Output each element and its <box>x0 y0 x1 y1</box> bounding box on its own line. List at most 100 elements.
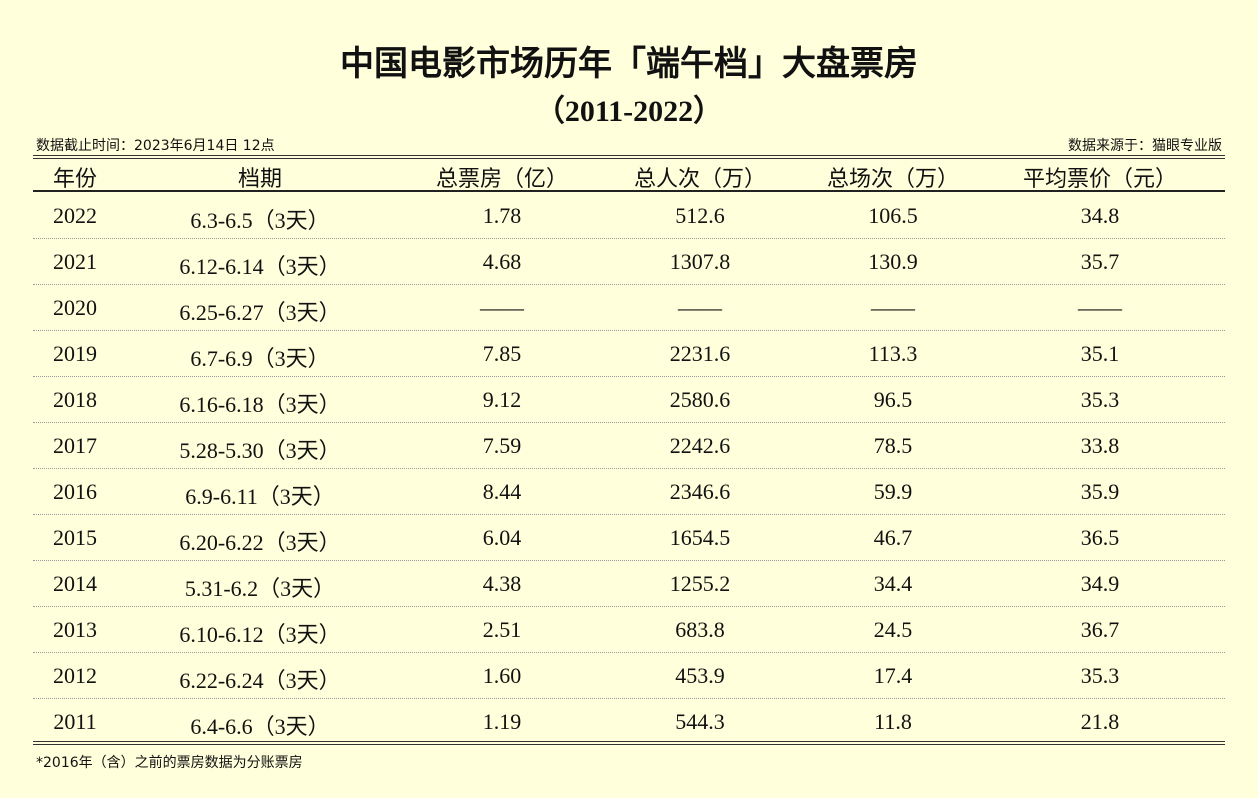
cell: 4.68 <box>482 249 522 274</box>
source: 数据来源于：猫眼专业版 <box>1068 138 1222 154</box>
cell: 1654.5 <box>669 525 731 550</box>
cell: 35.9 <box>1080 479 1120 504</box>
cell: 35.3 <box>1080 663 1120 688</box>
cell: 5.31-6.2（3天） <box>184 576 336 601</box>
cell: 544.3 <box>675 709 725 734</box>
cell: 6.7-6.9（3天） <box>190 346 330 371</box>
cell: 6.9-6.11（3天） <box>185 484 335 509</box>
cell: 5.28-5.30（3天） <box>179 438 341 463</box>
cell: 96.5 <box>873 387 913 412</box>
row-separator <box>33 422 1225 423</box>
subtitle: （2011-2022） <box>534 95 724 128</box>
column-header: 平均票价（元） <box>1022 166 1178 191</box>
cell: 7.85 <box>482 341 522 366</box>
cell: —— <box>678 295 722 320</box>
title: 中国电影市场历年「端午档」大盘票房 <box>340 46 918 83</box>
footnote: *2016年（含）之前的票房数据为分账票房 <box>36 755 303 771</box>
cell: 6.4-6.6（3天） <box>190 714 330 739</box>
cell: 46.7 <box>873 525 913 550</box>
cell: 33.8 <box>1080 433 1120 458</box>
cell: 2346.6 <box>669 479 731 504</box>
cell: 2231.6 <box>669 341 731 366</box>
row-separator <box>33 468 1225 469</box>
row-separator <box>33 330 1225 331</box>
cell: 113.3 <box>868 341 918 366</box>
cell: 59.9 <box>873 479 913 504</box>
cell: 36.5 <box>1080 525 1120 550</box>
cell: 35.7 <box>1080 249 1120 274</box>
cell: 2022 <box>53 203 97 228</box>
cell: 36.7 <box>1080 617 1120 642</box>
cell: 2013 <box>53 617 97 642</box>
rule <box>33 155 1225 156</box>
cell: —— <box>871 295 915 320</box>
cell: 2016 <box>53 479 97 504</box>
cell: 2019 <box>53 341 97 366</box>
column-header: 总人次（万） <box>633 166 767 191</box>
cell: 1255.2 <box>669 571 731 596</box>
cell: 2.51 <box>482 617 522 642</box>
cell: 6.25-6.27（3天） <box>179 300 341 325</box>
rule <box>33 158 1225 159</box>
cell: 6.12-6.14（3天） <box>179 254 341 279</box>
cell: 6.22-6.24（3天） <box>179 668 341 693</box>
cell: —— <box>480 295 524 320</box>
cell: 2018 <box>53 387 97 412</box>
cutoff: 数据截止时间：2023年6月14日 12点 <box>36 138 275 154</box>
cell: 17.4 <box>873 663 913 688</box>
cell: 78.5 <box>873 433 913 458</box>
cell: 1.19 <box>482 709 522 734</box>
column-header: 档期 <box>237 166 283 191</box>
cell: 2015 <box>53 525 97 550</box>
column-header: 年份 <box>52 166 98 191</box>
cell: —— <box>1078 295 1122 320</box>
row-separator <box>33 698 1225 699</box>
cell: 8.44 <box>482 479 522 504</box>
row-separator <box>33 652 1225 653</box>
cell: 2014 <box>53 571 97 596</box>
rule <box>33 744 1225 745</box>
cell: 453.9 <box>675 663 725 688</box>
cell: 35.1 <box>1080 341 1120 366</box>
cell: 6.10-6.12（3天） <box>179 622 341 647</box>
cell: 6.16-6.18（3天） <box>179 392 341 417</box>
cell: 6.20-6.22（3天） <box>179 530 341 555</box>
cell: 683.8 <box>675 617 725 642</box>
rule <box>33 190 1225 192</box>
cell: 9.12 <box>482 387 522 412</box>
cell: 7.59 <box>482 433 522 458</box>
column-header: 总场次（万） <box>826 166 960 191</box>
cell: 1.78 <box>482 203 522 228</box>
row-separator <box>33 560 1225 561</box>
row-separator <box>33 514 1225 515</box>
cell: 2011 <box>53 709 97 734</box>
cell: 130.9 <box>868 249 918 274</box>
cell: 24.5 <box>873 617 913 642</box>
rule <box>33 741 1225 742</box>
cell: 2242.6 <box>669 433 731 458</box>
cell: 1.60 <box>482 663 522 688</box>
cell: 2012 <box>53 663 97 688</box>
cell: 2017 <box>53 433 97 458</box>
cell: 11.8 <box>874 709 912 734</box>
cell: 34.9 <box>1080 571 1120 596</box>
column-header: 总票房（亿） <box>435 166 569 191</box>
cell: 1307.8 <box>669 249 731 274</box>
cell: 106.5 <box>868 203 918 228</box>
cell: 4.38 <box>482 571 522 596</box>
cell: 34.4 <box>873 571 913 596</box>
cell: 2021 <box>53 249 97 274</box>
cell: 2580.6 <box>669 387 731 412</box>
cell: 2020 <box>53 295 97 320</box>
cell: 6.3-6.5（3天） <box>190 208 330 233</box>
cell: 21.8 <box>1080 709 1120 734</box>
cell: 34.8 <box>1080 203 1120 228</box>
row-separator <box>33 238 1225 239</box>
cell: 6.04 <box>482 525 522 550</box>
row-separator <box>33 606 1225 607</box>
cell: 35.3 <box>1080 387 1120 412</box>
cell: 512.6 <box>675 203 725 228</box>
row-separator <box>33 376 1225 377</box>
row-separator <box>33 284 1225 285</box>
